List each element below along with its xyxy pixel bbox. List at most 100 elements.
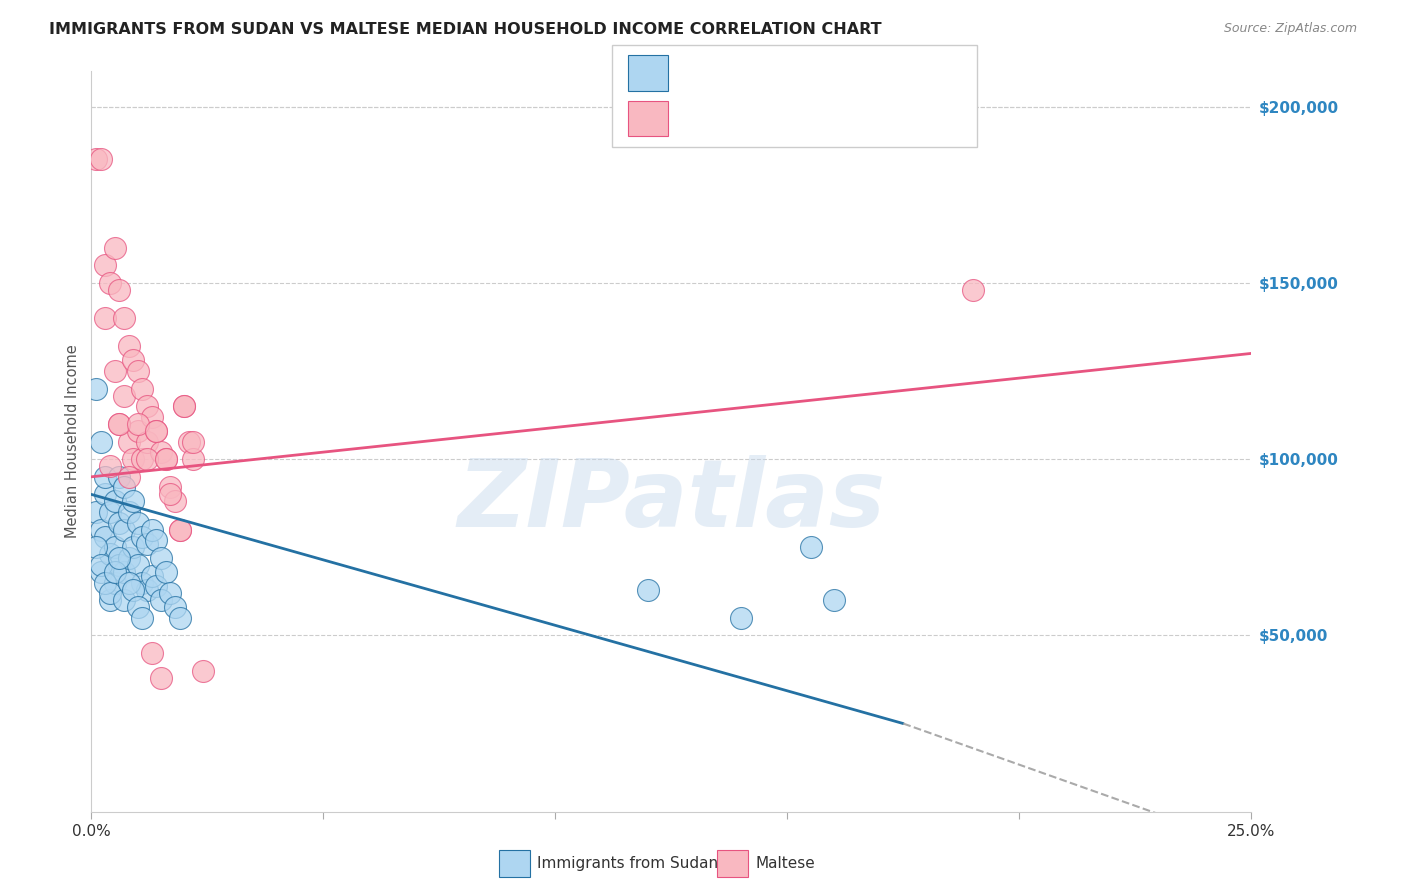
Point [104, 364, 127, 378]
Point [136, 452, 159, 467]
Point [122, 452, 145, 467]
Point [117, 339, 139, 353]
Point [112, 523, 135, 537]
Point [127, 516, 149, 530]
Point [90, 523, 112, 537]
Point [94, 575, 117, 590]
Point [90, 565, 112, 579]
Point [90, 434, 112, 449]
Point [730, 611, 752, 625]
Point [117, 434, 139, 449]
Text: IMMIGRANTS FROM SUDAN VS MALTESE MEDIAN HOUSEHOLD INCOME CORRELATION CHART: IMMIGRANTS FROM SUDAN VS MALTESE MEDIAN … [49, 22, 882, 37]
Point [155, 452, 177, 467]
Point [117, 550, 139, 565]
Point [84, 382, 107, 396]
Text: -0.465: -0.465 [728, 66, 783, 81]
Point [145, 424, 167, 438]
Text: N =: N = [804, 66, 848, 81]
Point [108, 550, 131, 565]
Point [112, 311, 135, 326]
Point [131, 611, 153, 625]
Point [127, 424, 149, 438]
Point [173, 399, 195, 413]
Point [98, 547, 121, 561]
Point [112, 593, 135, 607]
Point [108, 283, 131, 297]
Point [183, 434, 205, 449]
Point [104, 494, 127, 508]
Point [149, 593, 172, 607]
Point [141, 409, 163, 424]
Point [169, 523, 191, 537]
Point [155, 565, 177, 579]
Point [131, 452, 153, 467]
Point [90, 153, 112, 167]
Point [131, 575, 153, 590]
Point [117, 470, 139, 484]
Point [108, 516, 131, 530]
Point [155, 452, 177, 467]
Text: Maltese: Maltese [755, 856, 814, 871]
Point [191, 664, 214, 678]
Point [122, 353, 145, 368]
Text: Immigrants from Sudan: Immigrants from Sudan [537, 856, 718, 871]
Point [98, 276, 121, 290]
Point [173, 399, 195, 413]
Point [94, 311, 117, 326]
Point [84, 153, 107, 167]
Point [131, 530, 153, 544]
Point [145, 424, 167, 438]
Point [104, 241, 127, 255]
Point [159, 586, 181, 600]
Point [177, 434, 200, 449]
Point [163, 600, 186, 615]
Text: ZIPatlas: ZIPatlas [457, 455, 886, 547]
Point [149, 671, 172, 685]
Text: N =: N = [804, 111, 848, 126]
Point [127, 558, 149, 572]
Point [962, 283, 984, 297]
Text: Source: ZipAtlas.com: Source: ZipAtlas.com [1223, 22, 1357, 36]
Point [112, 565, 135, 579]
Point [141, 568, 163, 582]
Point [127, 600, 149, 615]
Point [117, 505, 139, 519]
Point [94, 530, 117, 544]
Point [169, 523, 191, 537]
Point [122, 582, 145, 597]
Point [141, 646, 163, 660]
Text: 55: 55 [862, 66, 883, 81]
Point [112, 480, 135, 494]
Point [122, 494, 145, 508]
Point [94, 487, 117, 501]
Point [84, 541, 107, 555]
Point [98, 586, 121, 600]
Point [149, 445, 172, 459]
Point [122, 541, 145, 555]
Point [136, 537, 159, 551]
Point [112, 389, 135, 403]
Point [823, 593, 845, 607]
Point [145, 533, 167, 548]
Point [104, 541, 127, 555]
Point [799, 541, 821, 555]
Point [108, 558, 131, 572]
Point [159, 480, 181, 494]
Y-axis label: Median Household Income: Median Household Income [65, 344, 80, 539]
Point [90, 558, 112, 572]
Point [104, 575, 127, 590]
Text: 46: 46 [862, 111, 883, 126]
Point [136, 399, 159, 413]
Point [127, 417, 149, 431]
Point [136, 582, 159, 597]
Point [637, 582, 659, 597]
Point [98, 593, 121, 607]
Point [94, 258, 117, 272]
Point [127, 364, 149, 378]
Point [163, 494, 186, 508]
Point [159, 487, 181, 501]
Point [141, 523, 163, 537]
Point [108, 417, 131, 431]
Point [104, 565, 127, 579]
Point [183, 452, 205, 467]
